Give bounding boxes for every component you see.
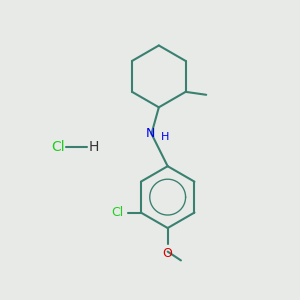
Text: Cl: Cl	[51, 140, 64, 154]
Text: Cl: Cl	[111, 206, 123, 219]
Text: N: N	[145, 127, 155, 140]
Text: H: H	[88, 140, 98, 154]
Text: O: O	[163, 247, 172, 260]
Text: H: H	[160, 132, 169, 142]
